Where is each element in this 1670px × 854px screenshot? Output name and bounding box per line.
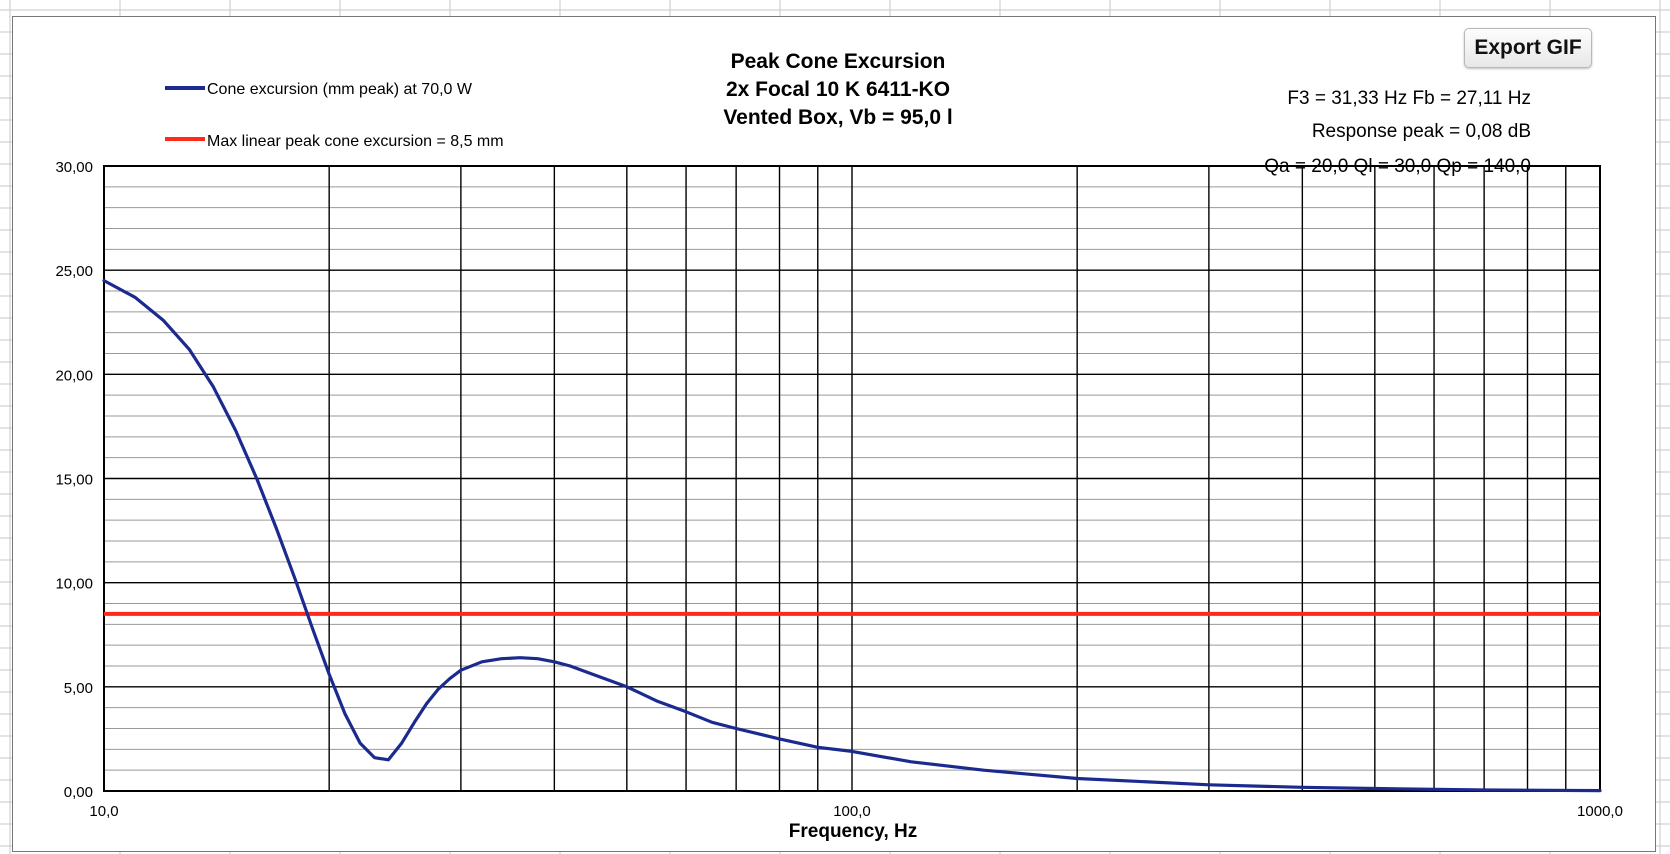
series xyxy=(102,279,1602,793)
legend-label-cone-excursion: Cone excursion (mm peak) at 70,0 W xyxy=(207,81,473,98)
plot-border xyxy=(103,165,1601,792)
info-response-peak: Response peak = 0,08 dB xyxy=(1312,121,1531,142)
y-tick-label: 30,00 xyxy=(55,159,93,176)
y-tick-label: 15,00 xyxy=(55,472,93,489)
chart-title-line-2: 2x Focal 10 K 6411-KO xyxy=(726,78,950,101)
y-tick-label: 25,00 xyxy=(55,263,93,280)
x-axis-title: Frequency, Hz xyxy=(789,821,917,842)
y-tick-label: 0,00 xyxy=(64,784,93,801)
y-tick-label: 5,00 xyxy=(64,680,93,697)
x-tick-label: 100,0 xyxy=(833,803,871,820)
cone-excursion-line xyxy=(102,279,1602,793)
axis-tick-labels: 0,00 5,00 10,00 15,00 20,00 25,00 30,00 10,0 100… xyxy=(55,159,1622,820)
export-gif-button[interactable]: Export GIF xyxy=(1464,28,1592,68)
y-tick-label: 10,00 xyxy=(55,576,93,593)
info-f3-fb: F3 = 31,33 Hz Fb = 27,11 Hz xyxy=(1287,88,1531,109)
legend: Cone excursion (mm peak) at 70,0 W Max l… xyxy=(165,81,504,150)
x-tick-label: 10,0 xyxy=(89,803,118,820)
grid-lines xyxy=(103,165,1601,792)
y-tick-label: 20,00 xyxy=(55,367,93,384)
info-q-values: Qa = 20,0 Ql = 30,0 Qp = 140,0 xyxy=(1264,156,1531,177)
x-tick-label: 1000,0 xyxy=(1577,803,1623,820)
chart-title-line-1: Peak Cone Excursion xyxy=(731,50,946,73)
driver-parameters: F3 = 31,33 Hz Fb = 27,11 Hz Response pea… xyxy=(1264,88,1531,177)
chart-title-line-3: Vented Box, Vb = 95,0 l xyxy=(723,106,952,129)
legend-label-max-linear: Max linear peak cone excursion = 8,5 mm xyxy=(207,133,504,150)
